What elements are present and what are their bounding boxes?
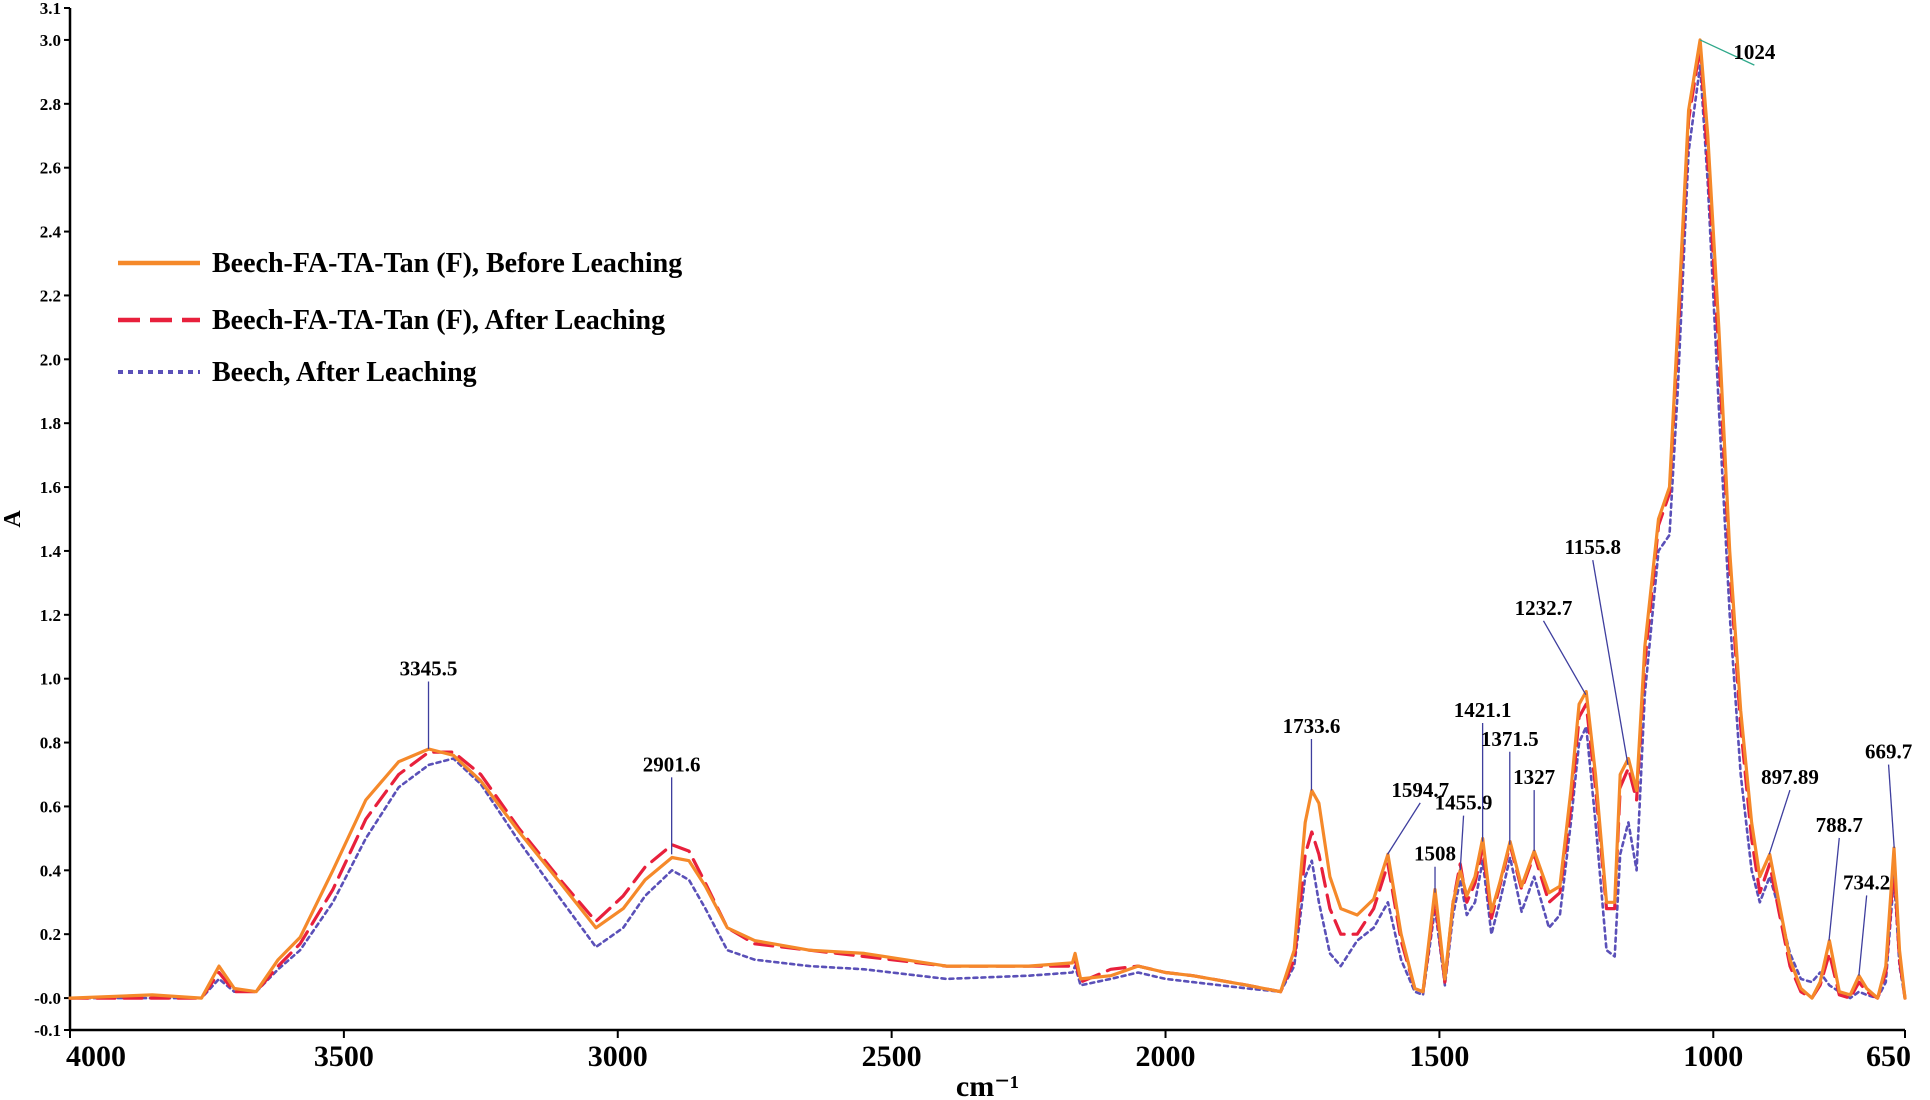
x-axis-ticks: 4000 3500 3000 2500 2000 1500 1000 650 (66, 1030, 1911, 1073)
peak-label: 1733.6 (1283, 714, 1341, 738)
x-tick-label: 3500 (314, 1040, 374, 1073)
x-tick-label: 650 (1866, 1040, 1911, 1073)
peak-leader-line (1828, 837, 1840, 941)
y-tick-label: 2.6 (40, 159, 61, 178)
peak-label: 1371.5 (1481, 727, 1539, 751)
peak-label: 1594.7 (1391, 778, 1449, 802)
peak-label: 1421.1 (1454, 698, 1512, 722)
x-tick-label: 2500 (862, 1040, 922, 1073)
x-tick-label: 4000 (66, 1040, 126, 1073)
peak-label: 1232.7 (1515, 596, 1573, 620)
y-tick-label: 0.4 (40, 861, 62, 880)
y-axis-title: A (0, 510, 26, 528)
y-tick-label: -0.0 (34, 989, 61, 1008)
legend-label: Beech-FA-TA-Tan (F), After Leaching (212, 305, 665, 336)
y-tick-label: 1.6 (40, 478, 61, 497)
peak-label: 3345.5 (400, 656, 458, 680)
peak-label: 788.7 (1816, 813, 1863, 837)
peak-label: 1455.9 (1435, 791, 1493, 815)
y-tick-label: -0.1 (34, 1021, 61, 1040)
peak-label: 669.7 (1865, 740, 1912, 764)
series-line-beech-after-leaching (68, 64, 1907, 1000)
series-line-beech-fa-ta-tan-f-before-leaching (68, 38, 1907, 1000)
y-tick-label: 0.8 (40, 734, 61, 753)
y-tick-label: 3.0 (40, 31, 61, 50)
legend: Beech-FA-TA-Tan (F), Before Leaching Beec… (118, 248, 682, 388)
x-tick-label: 3000 (588, 1040, 648, 1073)
y-axis-ticks: 3.1 3.0 2.8 2.6 2.4 2.2 2.0 1.8 1.6 1.4 1.2 1.0 0.8 0… (34, 0, 70, 1040)
peak-leader-line (1768, 789, 1791, 855)
y-tick-label: 1.2 (40, 606, 61, 625)
peak-label: 2901.6 (643, 752, 701, 776)
legend-label: Beech-FA-TA-Tan (F), Before Leaching (212, 248, 682, 279)
series-layer (68, 38, 1907, 1000)
y-tick-label: 0.2 (40, 925, 61, 944)
x-tick-label: 2000 (1136, 1040, 1196, 1073)
peak-leader-line (1459, 815, 1465, 871)
x-tick-label: 1500 (1409, 1040, 1469, 1073)
x-tick-label: 1000 (1683, 1040, 1743, 1073)
y-tick-label: 1.8 (40, 414, 61, 433)
y-tick-label: 2.2 (40, 286, 61, 305)
y-tick-label: 2.0 (40, 350, 61, 369)
peak-leader-line (1887, 764, 1895, 849)
peak-annotations: 3345.5 2901.6 1733.6 1594.7 1508 1455.9 1421.1… (400, 39, 1912, 976)
y-tick-label: 1.0 (40, 670, 61, 689)
series-line-beech-fa-ta-tan-f-after-leaching (68, 44, 1907, 1000)
peak-label: 1508 (1414, 842, 1456, 866)
peak-label: 897.89 (1761, 765, 1819, 789)
axes (68, 8, 1905, 1032)
peak-leader-line (1858, 895, 1868, 976)
peak-label: 1024 (1733, 40, 1776, 64)
peak-label: 734.2 (1843, 870, 1890, 894)
peak-leader-line (1386, 802, 1421, 855)
y-tick-label: 0.6 (40, 797, 61, 816)
peak-label: 1327 (1513, 765, 1555, 789)
y-tick-label: 2.8 (40, 95, 61, 114)
y-tick-label: 3.1 (40, 0, 61, 18)
peak-leader-line (1542, 620, 1587, 695)
peak-leader-line (1699, 39, 1755, 66)
y-tick-label: 2.4 (40, 223, 62, 242)
legend-label: Beech, After Leaching (212, 357, 477, 388)
x-axis-title: cm⁻¹ (956, 1070, 1019, 1100)
y-tick-label: 1.4 (40, 542, 62, 561)
peak-leader-line (1592, 560, 1629, 766)
peak-label: 1155.8 (1564, 535, 1621, 559)
